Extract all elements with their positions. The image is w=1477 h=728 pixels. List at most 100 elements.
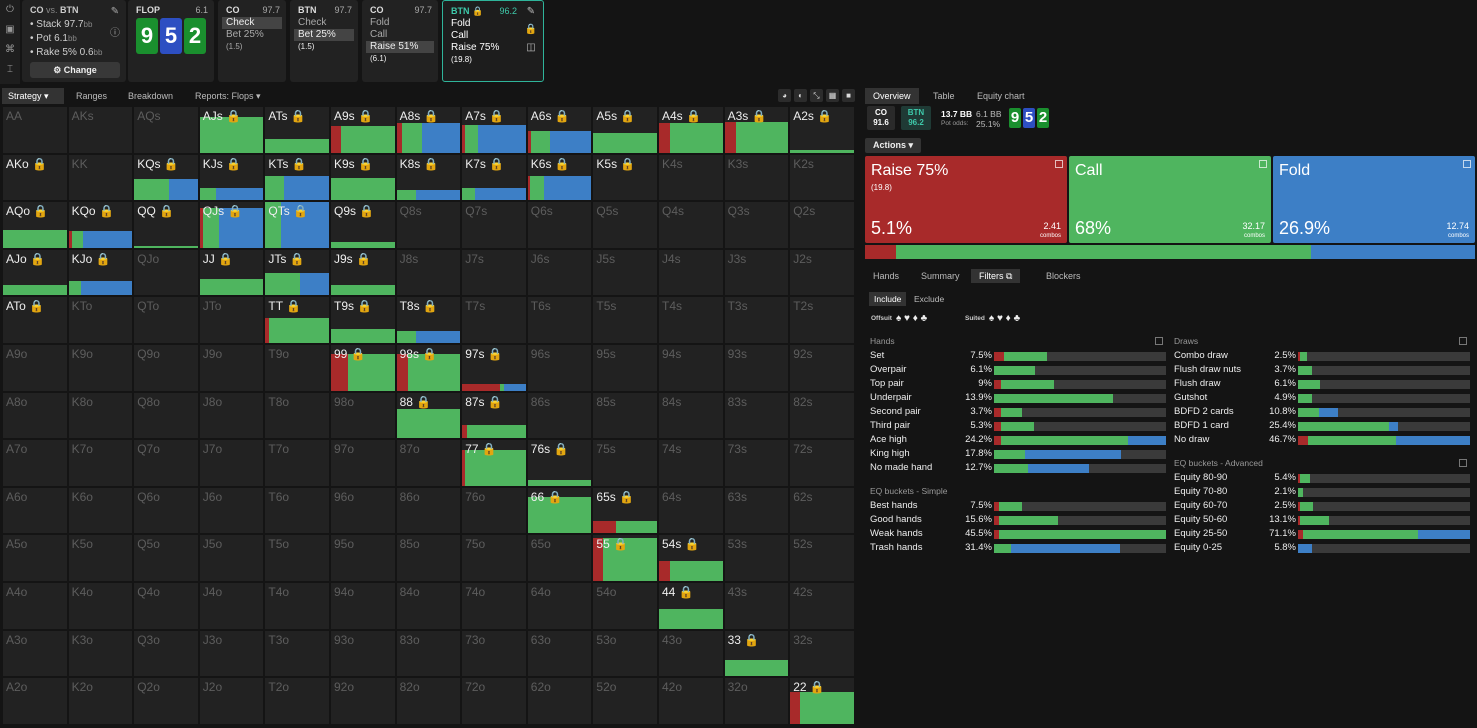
filter-row[interactable]: Weak hands 45.5% — [870, 527, 1166, 541]
hand-cell-T7o[interactable]: T7o — [265, 440, 329, 486]
hand-cell-83o[interactable]: 83o — [396, 630, 461, 677]
action-check[interactable]: Check — [298, 17, 327, 28]
filter-row[interactable]: BDFD 1 card 25.4% — [1174, 419, 1470, 433]
hand-cell-T2s[interactable]: T2s — [790, 297, 854, 343]
hand-cell-T6o[interactable]: T6o — [265, 487, 329, 534]
expand-icon[interactable] — [1259, 160, 1267, 168]
tab-table[interactable]: Table — [933, 91, 955, 101]
co-action-panel-2[interactable]: CO 97.7 Fold Call Raise 51% (6.1) — [362, 0, 438, 82]
hand-cell-K8o[interactable]: K8o — [68, 392, 133, 439]
hand-cell-74o[interactable]: 74o — [462, 583, 526, 629]
hand-cell-53o[interactable]: 53o — [593, 630, 657, 677]
hand-cell-QTs[interactable]: QTs 🔒 — [265, 202, 329, 248]
hand-cell-AKs[interactable]: AKs — [68, 107, 133, 153]
hand-cell-65s[interactable]: 65s 🔒 — [593, 487, 657, 534]
hand-cell-53s[interactable]: 53s — [724, 535, 789, 581]
hand-cell-75o[interactable]: 75o — [462, 535, 526, 581]
hand-cell-T5s[interactable]: T5s — [593, 297, 657, 343]
hand-cell-88[interactable]: 88 🔒 — [396, 392, 461, 439]
hand-cell-Q7o[interactable]: Q7o — [134, 440, 198, 486]
hand-cell-JTo[interactable]: JTo — [199, 297, 264, 343]
hand-cell-ATs[interactable]: ATs 🔒 — [265, 107, 329, 153]
expand-icon[interactable] — [1463, 160, 1471, 168]
lock-icon[interactable]: 🔒 — [524, 24, 538, 35]
hand-cell-83s[interactable]: 83s — [724, 392, 789, 439]
tab-strategy[interactable]: Strategy ▾ — [2, 88, 64, 104]
hand-cell-QJo[interactable]: QJo — [134, 249, 198, 296]
hand-cell-43s[interactable]: 43s — [724, 583, 789, 629]
hand-cell-96o[interactable]: 96o — [331, 487, 395, 534]
action-raise[interactable]: Raise 75% (19.8) — [451, 42, 500, 64]
hand-cell-A5o[interactable]: A5o — [3, 535, 67, 581]
filter-row[interactable]: Best hands 7.5% — [870, 499, 1166, 513]
hand-cell-T2o[interactable]: T2o — [265, 678, 329, 724]
filter-row[interactable]: Good hands 15.6% — [870, 513, 1166, 527]
hand-cell-65o[interactable]: 65o — [527, 535, 592, 581]
tab-filters[interactable]: Filters ⧉ — [971, 269, 1021, 283]
hand-cell-J4o[interactable]: J4o — [199, 583, 264, 629]
hand-cell-J9o[interactable]: J9o — [199, 345, 264, 391]
filter-row[interactable]: King high 17.8% — [870, 447, 1166, 461]
exclude-toggle[interactable]: Exclude — [914, 294, 945, 304]
hand-cell-62o[interactable]: 62o — [527, 678, 592, 724]
hand-cell-A6s[interactable]: A6s 🔒 — [527, 107, 592, 153]
tab-equity-chart[interactable]: Equity chart — [977, 91, 1025, 101]
btn-action-panel-2[interactable]: BTN 🔒 96.2 Fold Call Raise 75% (19.8) ✎ … — [442, 0, 544, 82]
text-cursor-icon[interactable]: ⌶ — [7, 64, 13, 75]
hand-cell-86s[interactable]: 86s — [527, 392, 592, 439]
filter-row[interactable]: Second pair 3.7% — [870, 405, 1166, 419]
hand-cell-J2s[interactable]: J2s — [790, 249, 854, 296]
hand-cell-T7s[interactable]: T7s — [462, 297, 526, 343]
hand-cell-73s[interactable]: 73s — [724, 440, 789, 486]
hand-cell-T4o[interactable]: T4o — [265, 583, 329, 629]
co-action-panel-1[interactable]: CO 97.7 Check Bet 25% (1.5) — [218, 0, 286, 82]
hand-cell-55[interactable]: 55 🔒 — [593, 535, 657, 581]
hand-cell-T9s[interactable]: T9s 🔒 — [331, 297, 395, 343]
section-toggle-icon[interactable] — [1459, 459, 1467, 467]
hand-cell-QJs[interactable]: QJs 🔒 — [199, 202, 264, 248]
hand-cell-QTo[interactable]: QTo — [134, 297, 198, 343]
filter-row[interactable]: Top pair 9% — [870, 377, 1166, 391]
hand-cell-J7s[interactable]: J7s — [462, 249, 526, 296]
tab-hands[interactable]: Hands — [873, 271, 900, 281]
hand-cell-T6s[interactable]: T6s — [527, 297, 592, 343]
hand-cell-42s[interactable]: 42s — [790, 583, 854, 629]
hand-cell-K4o[interactable]: K4o — [68, 583, 133, 629]
hand-cell-A7o[interactable]: A7o — [3, 440, 67, 486]
hand-cell-97s[interactable]: 97s 🔒 — [462, 345, 526, 391]
action-raise[interactable]: Raise 51% (6.1) — [366, 41, 434, 63]
hand-cell-87o[interactable]: 87o — [396, 440, 461, 486]
hand-cell-32s[interactable]: 32s — [790, 630, 854, 677]
hand-cell-K8s[interactable]: K8s 🔒 — [396, 154, 461, 201]
hand-cell-Q8s[interactable]: Q8s — [396, 202, 461, 248]
hand-cell-J8o[interactable]: J8o — [199, 392, 264, 439]
hand-cell-AJo[interactable]: AJo 🔒 — [3, 249, 67, 296]
hand-cell-K3o[interactable]: K3o — [68, 630, 133, 677]
action-fold[interactable]: Fold — [451, 18, 471, 29]
filter-row[interactable]: Overpair 6.1% — [870, 363, 1166, 377]
hand-cell-76s[interactable]: 76s 🔒 — [527, 440, 592, 486]
hand-cell-97o[interactable]: 97o — [331, 440, 395, 486]
filter-row[interactable]: Underpair 13.9% — [870, 391, 1166, 405]
hand-cell-72s[interactable]: 72s — [790, 440, 854, 486]
suited-filter[interactable]: Suited ♠ ♥ ♦ ♣ — [965, 313, 1021, 324]
hand-cell-Q9s[interactable]: Q9s 🔒 — [331, 202, 395, 248]
hand-cell-Q7s[interactable]: Q7s — [462, 202, 526, 248]
action-call[interactable]: Call — [370, 29, 388, 40]
hand-cell-JTs[interactable]: JTs 🔒 — [265, 249, 329, 296]
square-view-icon[interactable]: ■ — [842, 89, 855, 102]
hand-cell-99[interactable]: 99 🔒 — [331, 345, 395, 391]
hand-cell-T3o[interactable]: T3o — [265, 630, 329, 677]
hand-cell-A7s[interactable]: A7s 🔒 — [462, 107, 526, 153]
hand-cell-Q6o[interactable]: Q6o — [134, 487, 198, 534]
tab-summary[interactable]: Summary — [921, 271, 960, 281]
hand-cell-J9s[interactable]: J9s 🔒 — [331, 249, 395, 296]
hand-cell-33[interactable]: 33 🔒 — [724, 630, 789, 677]
hand-cell-92o[interactable]: 92o — [331, 678, 395, 724]
hand-cell-54o[interactable]: 54o — [593, 583, 657, 629]
filter-row[interactable]: Combo draw 2.5% — [1174, 349, 1470, 363]
hand-cell-92s[interactable]: 92s — [790, 345, 854, 391]
filter-row[interactable]: Set 7.5% — [870, 349, 1166, 363]
action-call[interactable]: Call — [451, 30, 469, 41]
hand-cell-KQs[interactable]: KQs 🔒 — [134, 154, 198, 201]
